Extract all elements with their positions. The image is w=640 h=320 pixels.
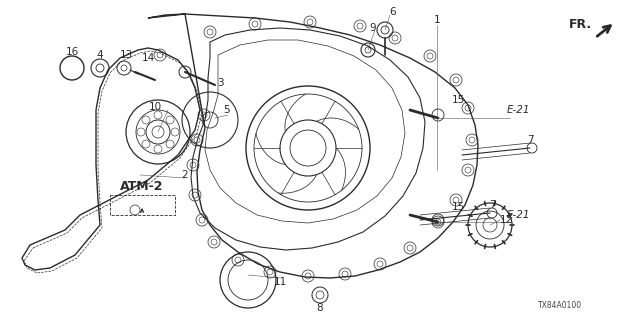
Text: 1: 1 bbox=[434, 15, 440, 25]
Text: 10: 10 bbox=[148, 102, 161, 112]
Text: TX84A0100: TX84A0100 bbox=[538, 300, 582, 309]
Text: 15: 15 bbox=[451, 95, 465, 105]
Text: 11: 11 bbox=[273, 277, 287, 287]
Text: E-21: E-21 bbox=[506, 210, 530, 220]
Text: E-21: E-21 bbox=[506, 105, 530, 115]
Text: 16: 16 bbox=[65, 47, 79, 57]
Text: 12: 12 bbox=[499, 215, 513, 225]
Text: 4: 4 bbox=[97, 50, 103, 60]
Text: ATM-2: ATM-2 bbox=[120, 180, 164, 194]
Text: 7: 7 bbox=[489, 200, 495, 210]
Text: 7: 7 bbox=[527, 135, 533, 145]
Text: 5: 5 bbox=[223, 105, 229, 115]
Text: 2: 2 bbox=[182, 170, 188, 180]
Text: 6: 6 bbox=[390, 7, 396, 17]
Text: 13: 13 bbox=[120, 50, 132, 60]
Text: 3: 3 bbox=[217, 78, 223, 88]
Text: FR.: FR. bbox=[568, 19, 591, 31]
Text: 9: 9 bbox=[370, 23, 376, 33]
Text: 8: 8 bbox=[317, 303, 323, 313]
Text: 14: 14 bbox=[141, 53, 155, 63]
Text: 15: 15 bbox=[451, 202, 465, 212]
